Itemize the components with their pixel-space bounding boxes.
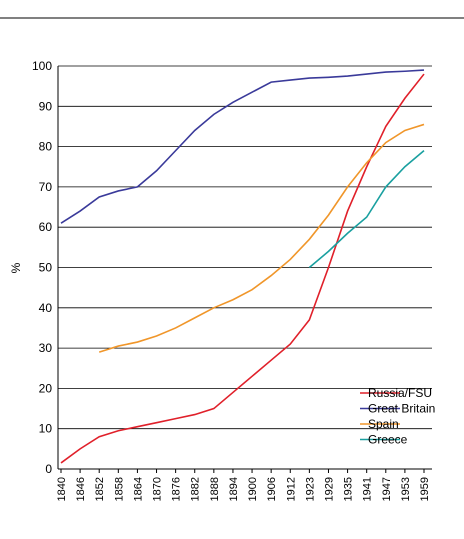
y-tick-label: 0 xyxy=(45,462,52,476)
x-tick-label: 1840 xyxy=(56,477,68,501)
x-tick-label: 1888 xyxy=(209,477,221,501)
y-tick-label: 70 xyxy=(39,180,53,194)
legend-label: Greece xyxy=(368,433,408,447)
series-line xyxy=(60,69,425,224)
x-tick-label: 1935 xyxy=(343,477,355,501)
x-tick-label: 1929 xyxy=(323,477,335,501)
x-tick-label: 1947 xyxy=(381,477,393,501)
y-tick-label: 50 xyxy=(39,261,53,275)
x-tick-label: 1906 xyxy=(266,477,278,501)
series-line xyxy=(308,150,425,269)
x-tick-label: 1882 xyxy=(190,477,202,501)
legend-label: Spain xyxy=(368,417,399,431)
x-tick-label: 1953 xyxy=(400,477,412,501)
y-axis-label: % xyxy=(9,262,23,273)
x-tick-label: 1912 xyxy=(285,477,297,501)
y-tick-label: 80 xyxy=(39,140,53,154)
x-tick-label: 1852 xyxy=(94,477,106,501)
y-tick-label: 40 xyxy=(39,301,53,315)
x-tick-label: 1941 xyxy=(362,477,374,501)
legend-label: Great Britain xyxy=(368,402,435,416)
y-tick-label: 10 xyxy=(39,422,53,436)
y-tick-label: 30 xyxy=(39,341,53,355)
series-line xyxy=(98,123,425,353)
x-tick-label: 1858 xyxy=(113,477,125,501)
series-line xyxy=(60,73,425,464)
legend-label: Russia/FSU xyxy=(368,386,432,400)
x-tick-label: 1900 xyxy=(247,477,259,501)
x-tick-label: 1864 xyxy=(132,477,144,501)
x-tick-label: 1876 xyxy=(171,477,183,501)
y-tick-label: 90 xyxy=(39,99,53,113)
x-tick-label: 1846 xyxy=(75,477,87,501)
x-tick-label: 1894 xyxy=(228,477,240,501)
y-tick-label: 60 xyxy=(39,220,53,234)
y-tick-label: 100 xyxy=(32,59,52,73)
y-tick-label: 20 xyxy=(39,381,53,395)
x-tick-label: 1870 xyxy=(152,477,164,501)
x-tick-label: 1959 xyxy=(419,477,431,501)
x-tick-label: 1923 xyxy=(304,477,316,501)
